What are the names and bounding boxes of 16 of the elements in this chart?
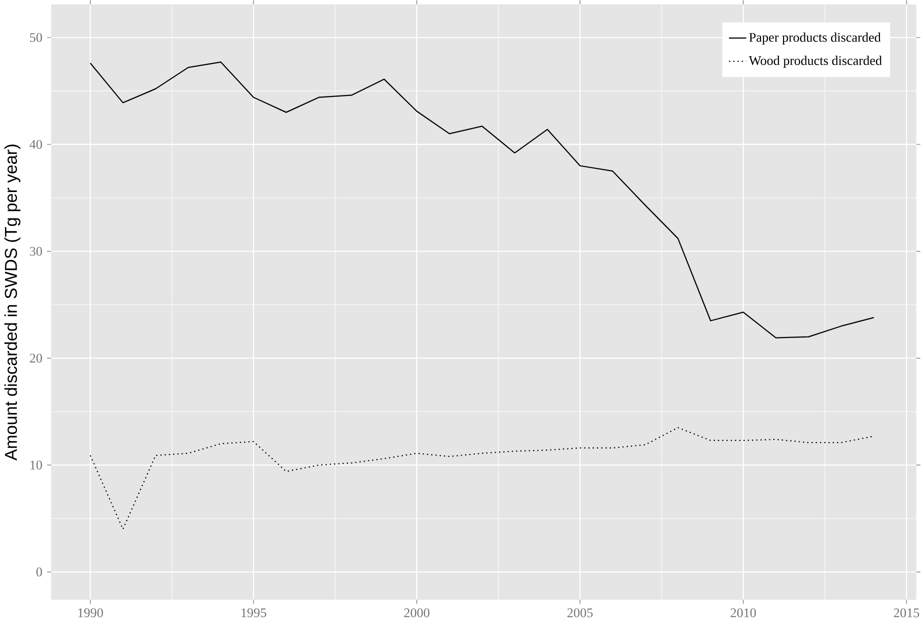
- legend-label: Wood products discarded: [748, 56, 882, 68]
- y-tick-label: 30: [30, 247, 42, 256]
- y-tick-label: 20: [30, 354, 42, 363]
- y-tick-label: 40: [30, 140, 42, 149]
- x-tick-label: 2005: [567, 608, 593, 618]
- y-axis-title: Amount discarded in SWDS (Tg per year): [4, 144, 20, 461]
- y-tick-label: 10: [30, 460, 42, 470]
- y-tick-label: 50: [30, 33, 42, 42]
- legend-label: Paper products discarded: [749, 32, 881, 45]
- x-tick-label: 1990: [78, 608, 103, 618]
- x-tick-label: 2010: [730, 608, 756, 618]
- line-series: [90, 427, 874, 530]
- x-tick-label: 2015: [894, 608, 920, 618]
- x-tick-label: 2000: [404, 608, 430, 618]
- x-tick-label: 1995: [242, 608, 266, 618]
- y-tick-label: 0: [36, 568, 42, 577]
